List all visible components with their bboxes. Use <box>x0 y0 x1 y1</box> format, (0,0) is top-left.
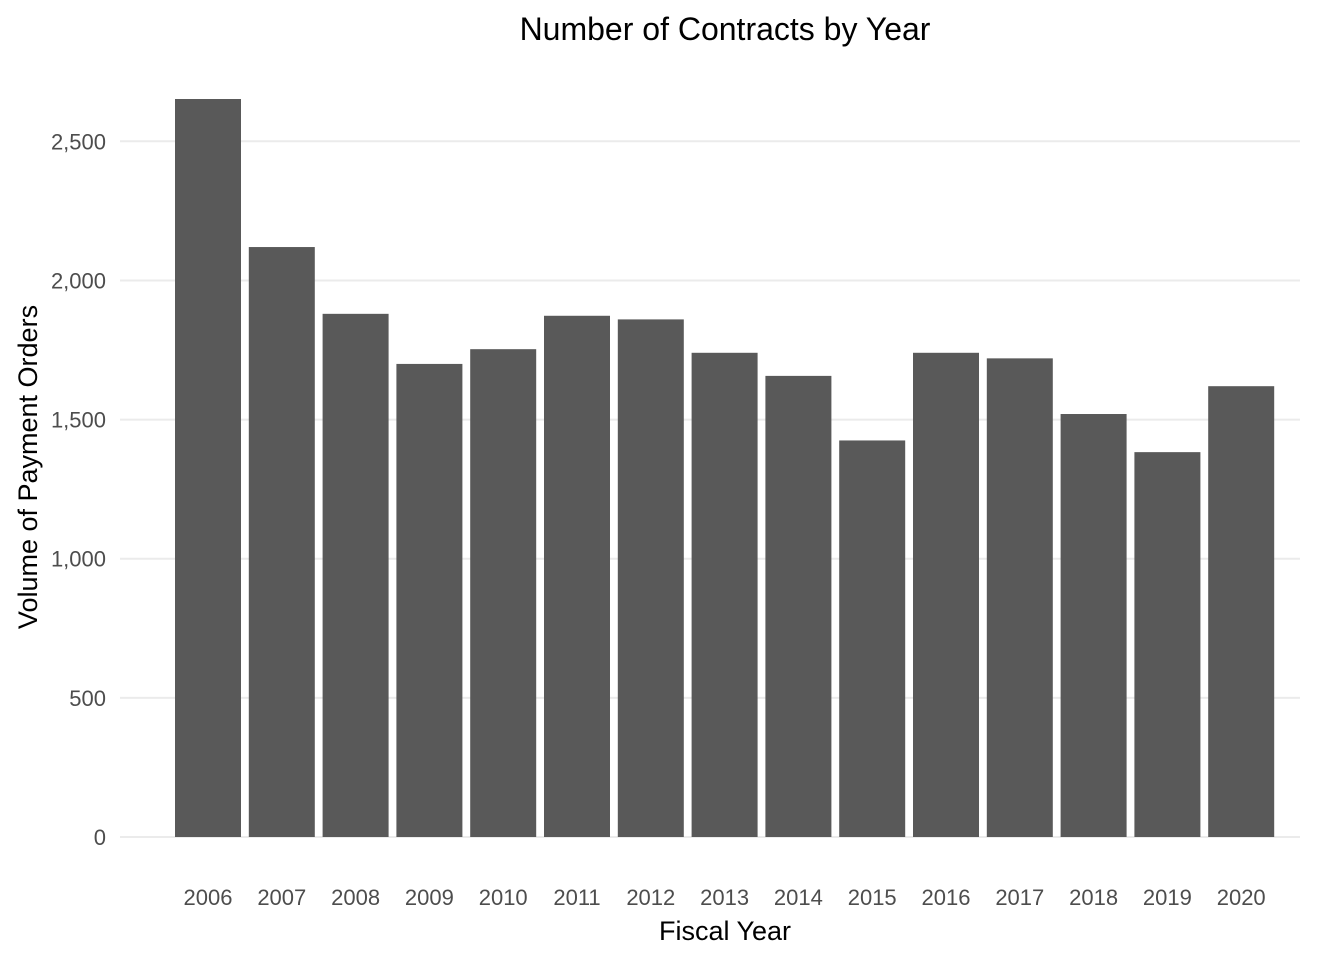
x-tick-label: 2019 <box>1143 885 1192 910</box>
x-tick-label: 2017 <box>995 885 1044 910</box>
chart-title: Number of Contracts by Year <box>520 11 931 47</box>
bar-2006 <box>175 99 241 837</box>
x-axis-title: Fiscal Year <box>659 916 791 946</box>
bar-2010 <box>470 349 537 837</box>
y-axis-title: Volume of Payment Orders <box>13 305 43 629</box>
x-tick-label: 2011 <box>553 885 600 910</box>
bar-2020 <box>1208 386 1275 837</box>
y-tick-label: 1,500 <box>51 408 106 433</box>
x-tick-label: 2016 <box>922 885 971 910</box>
y-tick-label: 500 <box>69 686 106 711</box>
bar-2008 <box>322 313 389 837</box>
bar-2013 <box>691 352 758 837</box>
bar-2007 <box>248 247 315 838</box>
x-tick-label: 2008 <box>331 885 380 910</box>
x-tick-label: 2009 <box>405 885 454 910</box>
x-tick-label: 2014 <box>774 885 823 910</box>
bar-2018 <box>1060 414 1127 837</box>
bar-2012 <box>617 319 684 837</box>
y-tick-label: 2,000 <box>51 268 106 293</box>
x-tick-label: 2015 <box>848 885 897 910</box>
x-axis-tick-labels: 2006 2007 2008 2009 2010 2011 2012 2013 2014 2015… <box>184 885 1266 910</box>
y-axis-tick-labels: 0 500 1,000 1,500 2,000 2,500 <box>51 129 106 850</box>
bars <box>175 99 1275 838</box>
bar-2015 <box>839 440 906 837</box>
y-tick-label: 2,500 <box>51 129 106 154</box>
bar-2009 <box>396 363 463 837</box>
x-tick-label: 2018 <box>1069 885 1118 910</box>
x-tick-label: 2007 <box>257 885 306 910</box>
y-tick-label: 1,000 <box>51 547 106 572</box>
y-tick-label: 0 <box>94 825 106 850</box>
x-tick-label: 2012 <box>626 885 675 910</box>
x-tick-label: 2006 <box>184 885 233 910</box>
bar-2014 <box>765 375 832 837</box>
bar-2019 <box>1134 452 1201 837</box>
x-tick-label: 2013 <box>700 885 749 910</box>
bar-2011 <box>544 315 610 838</box>
x-tick-label: 2020 <box>1217 885 1266 910</box>
x-tick-label: 2010 <box>479 885 528 910</box>
bar-2016 <box>913 352 979 837</box>
bar-2017 <box>986 358 1053 837</box>
